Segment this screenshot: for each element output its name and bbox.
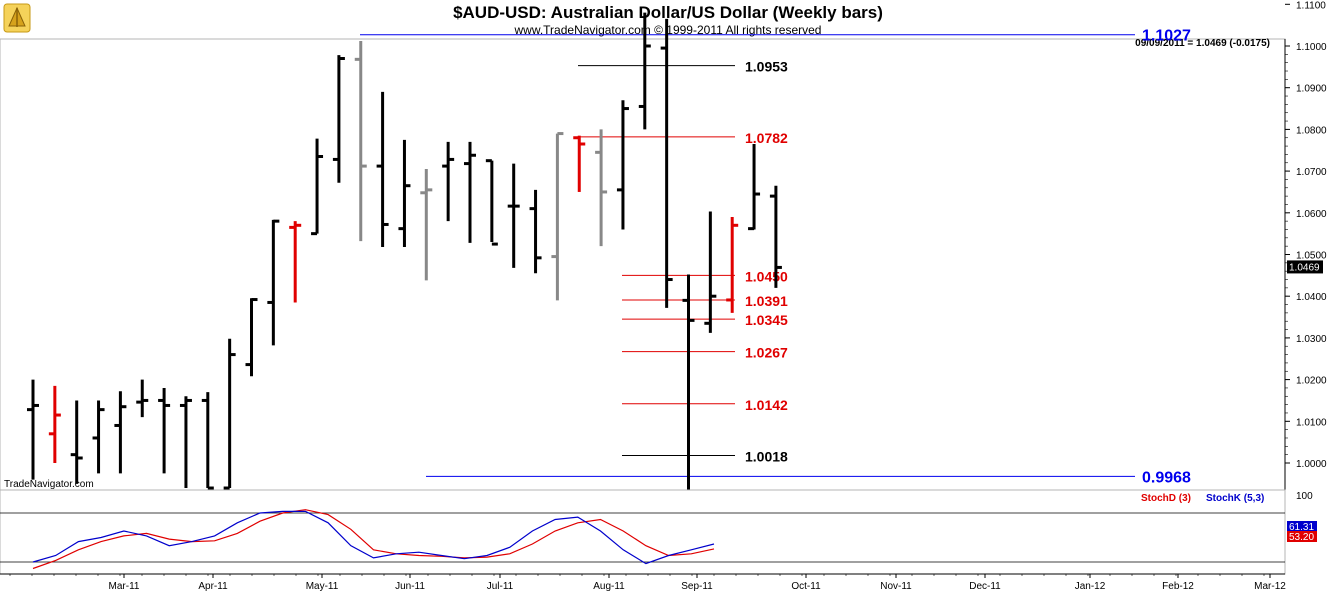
ohlc-bar: [464, 141, 476, 243]
trade-navigator-logo: [3, 3, 31, 33]
x-tick-label: Oct-11: [791, 581, 821, 592]
ohlc-bar: [485, 159, 498, 246]
stochD-legend: StochD (3): [1141, 493, 1191, 504]
ohlc-bar: [769, 185, 782, 288]
x-tick-label: Aug-11: [593, 581, 625, 592]
y-tick-label: 1.0800: [1296, 125, 1327, 136]
ohlc-bar: [70, 400, 83, 484]
x-tick-label: May-11: [306, 581, 339, 592]
ohlc-bar: [201, 392, 214, 490]
y-tick-label: 1.1100: [1296, 0, 1326, 11]
price-axis: 1.1100 1.1000 1.0900 1.0800 1.0700 1.0600 1.05…: [1284, 0, 1327, 490]
x-tick-label: Apr-11: [198, 581, 228, 592]
last-price-label: 1.0469: [1289, 262, 1320, 273]
watermark: TradeNavigator.com: [4, 479, 94, 490]
level-label: 1.0450: [745, 268, 788, 284]
y-tick-label: 1.0000: [1296, 459, 1327, 470]
y-tick-label: 1.0600: [1296, 209, 1327, 220]
ohlc-bar: [638, 12, 651, 130]
ohlc-bar: [48, 385, 61, 463]
stochD-value: 53.20: [1289, 532, 1314, 543]
ohlc-bar: [289, 221, 302, 303]
stochK-line: [32, 510, 715, 565]
y-tick-label: 1.1000: [1296, 42, 1327, 53]
x-tick-label: Jan-12: [1075, 581, 1106, 592]
y-tick-label: 1.0500: [1296, 251, 1327, 262]
level-label: 0.9968: [1142, 469, 1191, 486]
y-tick-label: 1.0100: [1296, 417, 1327, 428]
ohlc-bar: [136, 379, 149, 418]
ohlc-bar: [267, 219, 280, 346]
last-price-tag: 1.0469: [1287, 260, 1323, 274]
ohlc-bar: [354, 40, 367, 242]
ohlc-bar: [92, 400, 105, 474]
x-tick-label: Mar-12: [1254, 581, 1286, 592]
y-tick-label: 1.0900: [1296, 84, 1327, 95]
level-label: 1.0267: [745, 345, 788, 361]
time-axis: Mar-11 Apr-11 May-11 Jun-11 Jul-11 Aug-11 Sep-…: [0, 573, 1286, 592]
ohlc-bar: [398, 139, 411, 247]
level-label: 1.0142: [745, 397, 788, 413]
x-tick-label: Jun-11: [395, 581, 425, 592]
level-label: 1.0391: [745, 293, 788, 309]
ohlc-bar: [27, 379, 39, 480]
stochastic-lines: [32, 509, 715, 570]
x-tick-label: Dec-11: [969, 581, 1001, 592]
ohlc-bar: [595, 129, 608, 247]
ohlc-bar: [311, 138, 324, 236]
ohlc-bar: [660, 18, 673, 308]
ohlc-bar: [179, 396, 192, 489]
stochD-line: [32, 509, 715, 570]
ohlc-bar: [332, 55, 345, 183]
level-label: 1.0345: [745, 312, 788, 328]
stochK-legend: StochK (5,3): [1206, 493, 1264, 504]
level-label: 1.0018: [745, 448, 788, 464]
x-tick-label: Feb-12: [1162, 581, 1194, 592]
x-tick-label: Mar-11: [109, 581, 140, 592]
ohlc-bar: [442, 141, 455, 222]
ohlc-bar: [158, 387, 171, 474]
ohlc-bar: [114, 391, 127, 474]
ohlc-bar: [616, 100, 629, 230]
x-tick-label: Jul-11: [487, 581, 514, 592]
ohlc-bar: [529, 189, 542, 274]
ohlc-bar: [376, 91, 389, 247]
y-tick-label: 1.0300: [1296, 334, 1327, 345]
ohlc-bar: [748, 143, 761, 231]
level-label: 1.0953: [745, 59, 788, 75]
ohlc-bar: [245, 298, 258, 377]
stochastic-axis-label: 100: [1296, 491, 1313, 502]
ohlc-bar: [551, 132, 564, 301]
x-tick-label: Nov-11: [880, 581, 912, 592]
ohlc-bar: [420, 169, 433, 281]
stochK-value: 61.31: [1289, 522, 1314, 533]
last-quote: 09/09/2011 = 1.0469 (-0.0175): [1135, 38, 1270, 49]
ohlc-bar: [573, 135, 586, 192]
level-label: 1.0782: [745, 130, 788, 146]
y-tick-label: 1.0200: [1296, 376, 1327, 387]
y-tick-label: 1.0400: [1296, 292, 1327, 303]
ohlc-bar: [682, 274, 695, 491]
level-label: 1.1027: [1142, 28, 1191, 45]
ohlc-bar: [507, 163, 520, 268]
stoch-value-tags: 61.31 53.20: [1287, 521, 1317, 543]
ohlc-bar: [223, 338, 236, 490]
y-tick-label: 1.0700: [1296, 167, 1327, 178]
ohlc-bar: [726, 216, 739, 313]
ohlc-bar: [704, 211, 717, 333]
chart-title: $AUD-USD: Australian Dollar/US Dollar (W…: [453, 3, 883, 22]
x-tick-label: Sep-11: [681, 581, 713, 592]
price-bars: [27, 12, 782, 491]
